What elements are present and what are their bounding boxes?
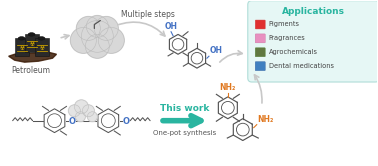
Text: This work: This work xyxy=(160,104,210,113)
FancyBboxPatch shape xyxy=(248,1,378,82)
FancyBboxPatch shape xyxy=(255,34,265,43)
Bar xyxy=(25,34,39,52)
Bar xyxy=(34,38,48,56)
FancyBboxPatch shape xyxy=(255,20,265,29)
Circle shape xyxy=(68,105,81,117)
Circle shape xyxy=(94,17,118,40)
Text: Applications: Applications xyxy=(282,7,345,16)
Circle shape xyxy=(74,100,88,114)
FancyBboxPatch shape xyxy=(255,62,265,71)
Polygon shape xyxy=(9,52,56,62)
Circle shape xyxy=(98,27,124,53)
Text: Petroleum: Petroleum xyxy=(11,66,50,75)
Text: Dental medications: Dental medications xyxy=(269,63,334,69)
Text: One-pot synthesis: One-pot synthesis xyxy=(153,130,217,136)
Ellipse shape xyxy=(28,33,35,36)
Text: O: O xyxy=(69,117,76,126)
Text: ☢: ☢ xyxy=(29,42,34,47)
Circle shape xyxy=(70,27,96,53)
Ellipse shape xyxy=(38,37,45,40)
Text: OH: OH xyxy=(210,46,223,55)
Circle shape xyxy=(87,16,108,37)
Text: Fragrances: Fragrances xyxy=(269,35,305,41)
Text: Multiple steps: Multiple steps xyxy=(121,10,175,19)
Text: ☢: ☢ xyxy=(39,46,44,51)
Circle shape xyxy=(87,112,98,122)
Circle shape xyxy=(76,112,85,122)
Text: ☢: ☢ xyxy=(19,46,24,51)
FancyBboxPatch shape xyxy=(255,48,265,57)
Text: Agrochemicals: Agrochemicals xyxy=(269,49,318,55)
Text: OH: OH xyxy=(164,22,178,31)
Text: Pigments: Pigments xyxy=(269,21,300,28)
Circle shape xyxy=(76,17,100,40)
Circle shape xyxy=(81,21,113,52)
Text: O: O xyxy=(123,117,130,126)
Ellipse shape xyxy=(18,37,25,40)
Circle shape xyxy=(85,34,109,58)
Text: NH₂: NH₂ xyxy=(220,83,236,92)
Bar xyxy=(15,38,29,56)
Text: NH₂: NH₂ xyxy=(258,115,274,124)
Circle shape xyxy=(82,105,94,117)
